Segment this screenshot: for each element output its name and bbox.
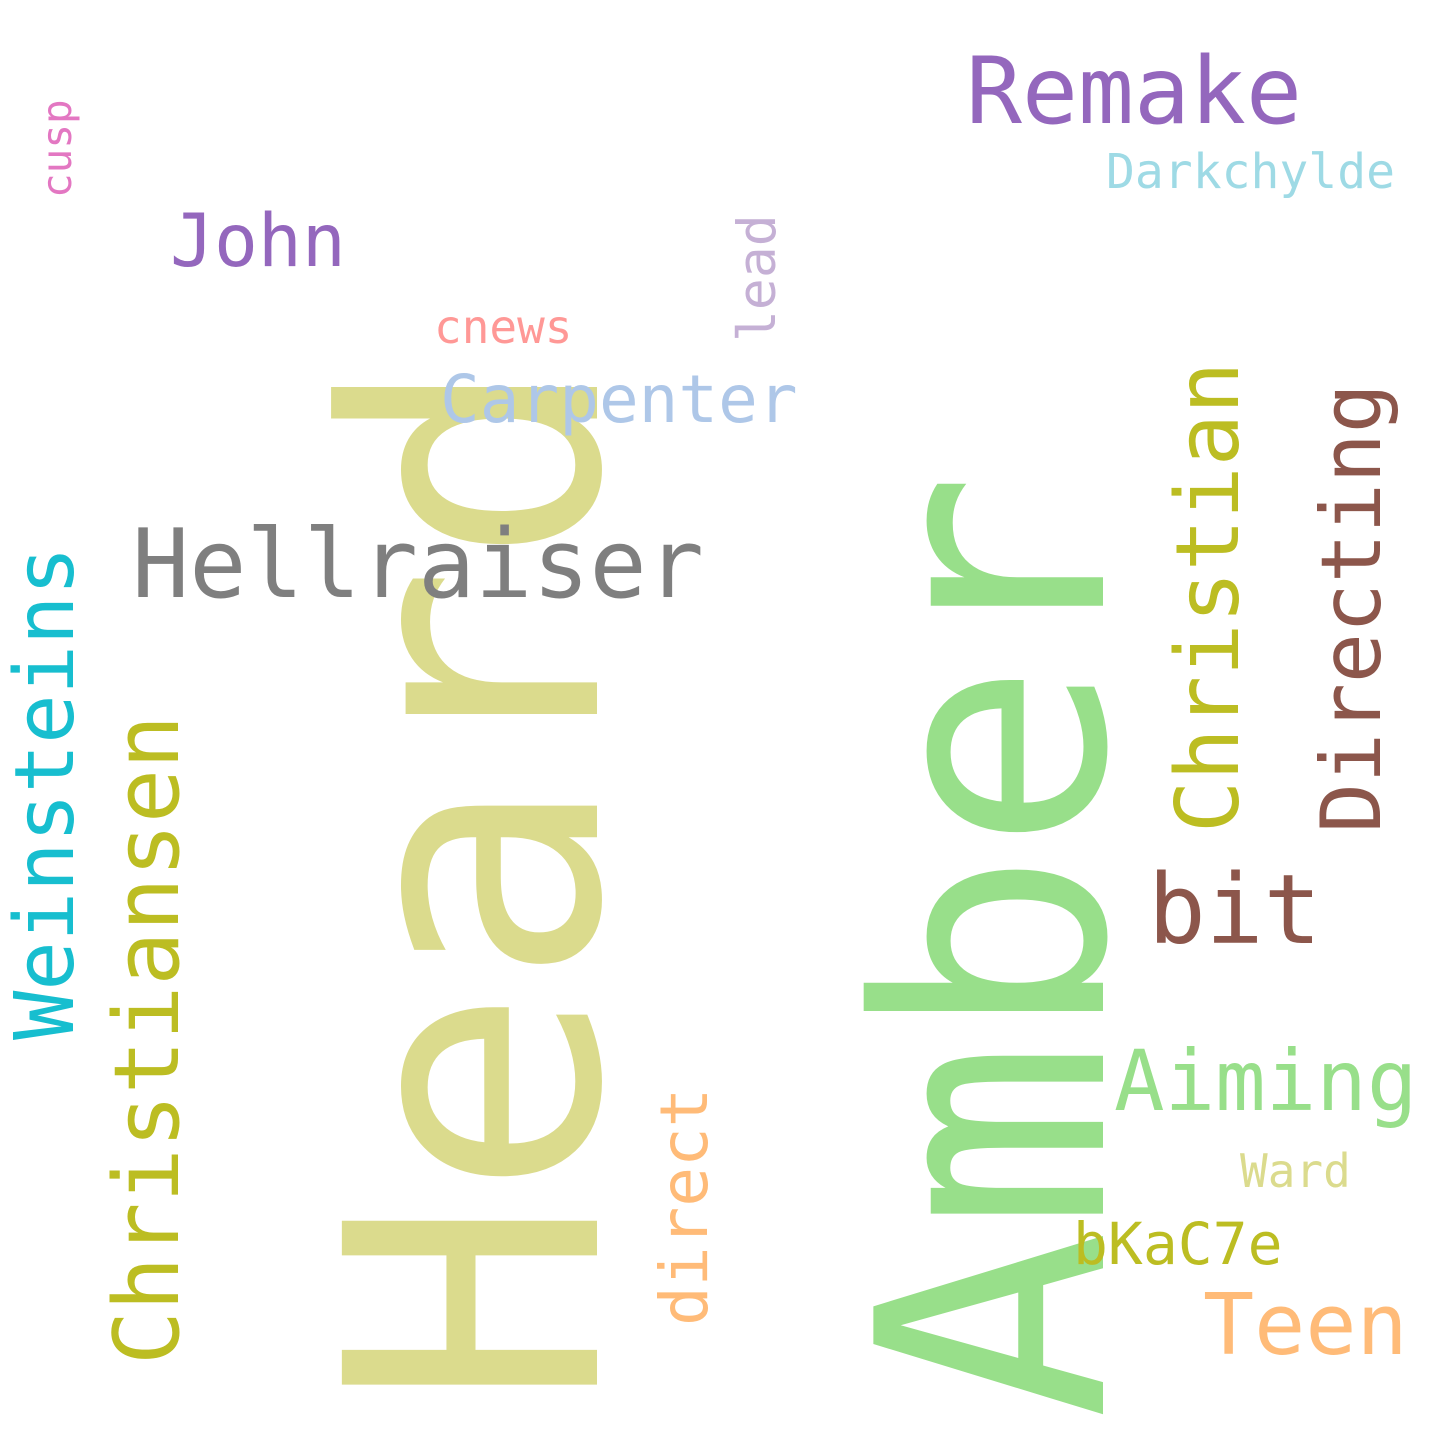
word-carpenter: Carpenter <box>440 361 798 438</box>
word-bit: bit <box>1148 854 1321 966</box>
word-lead: lead <box>727 214 788 342</box>
word-aiming: Aiming <box>1114 1032 1417 1130</box>
word-teen: Teen <box>1203 1276 1408 1375</box>
word-john: John <box>170 199 346 284</box>
word-bkac7e: bKaC7e <box>1073 1210 1283 1278</box>
word-heard: Heard <box>272 354 680 1408</box>
word-darkchylde: Darkchylde <box>1106 144 1395 200</box>
word-hellraiser: Hellraiser <box>132 510 704 620</box>
word-remake: Remake <box>966 37 1302 145</box>
word-ward: Ward <box>1240 1144 1351 1198</box>
word-directing: Directing <box>1303 383 1400 833</box>
word-christiansen: Christiansen <box>95 715 200 1365</box>
word-amber: Amber <box>812 472 1178 1420</box>
word-cusp: cusp <box>33 99 81 198</box>
word-weinsteins: Weinsteins <box>0 546 93 1040</box>
word-christian: Christian <box>1157 362 1259 833</box>
word-cnews: cnews <box>434 300 572 354</box>
word-direct: direct <box>646 1088 723 1326</box>
